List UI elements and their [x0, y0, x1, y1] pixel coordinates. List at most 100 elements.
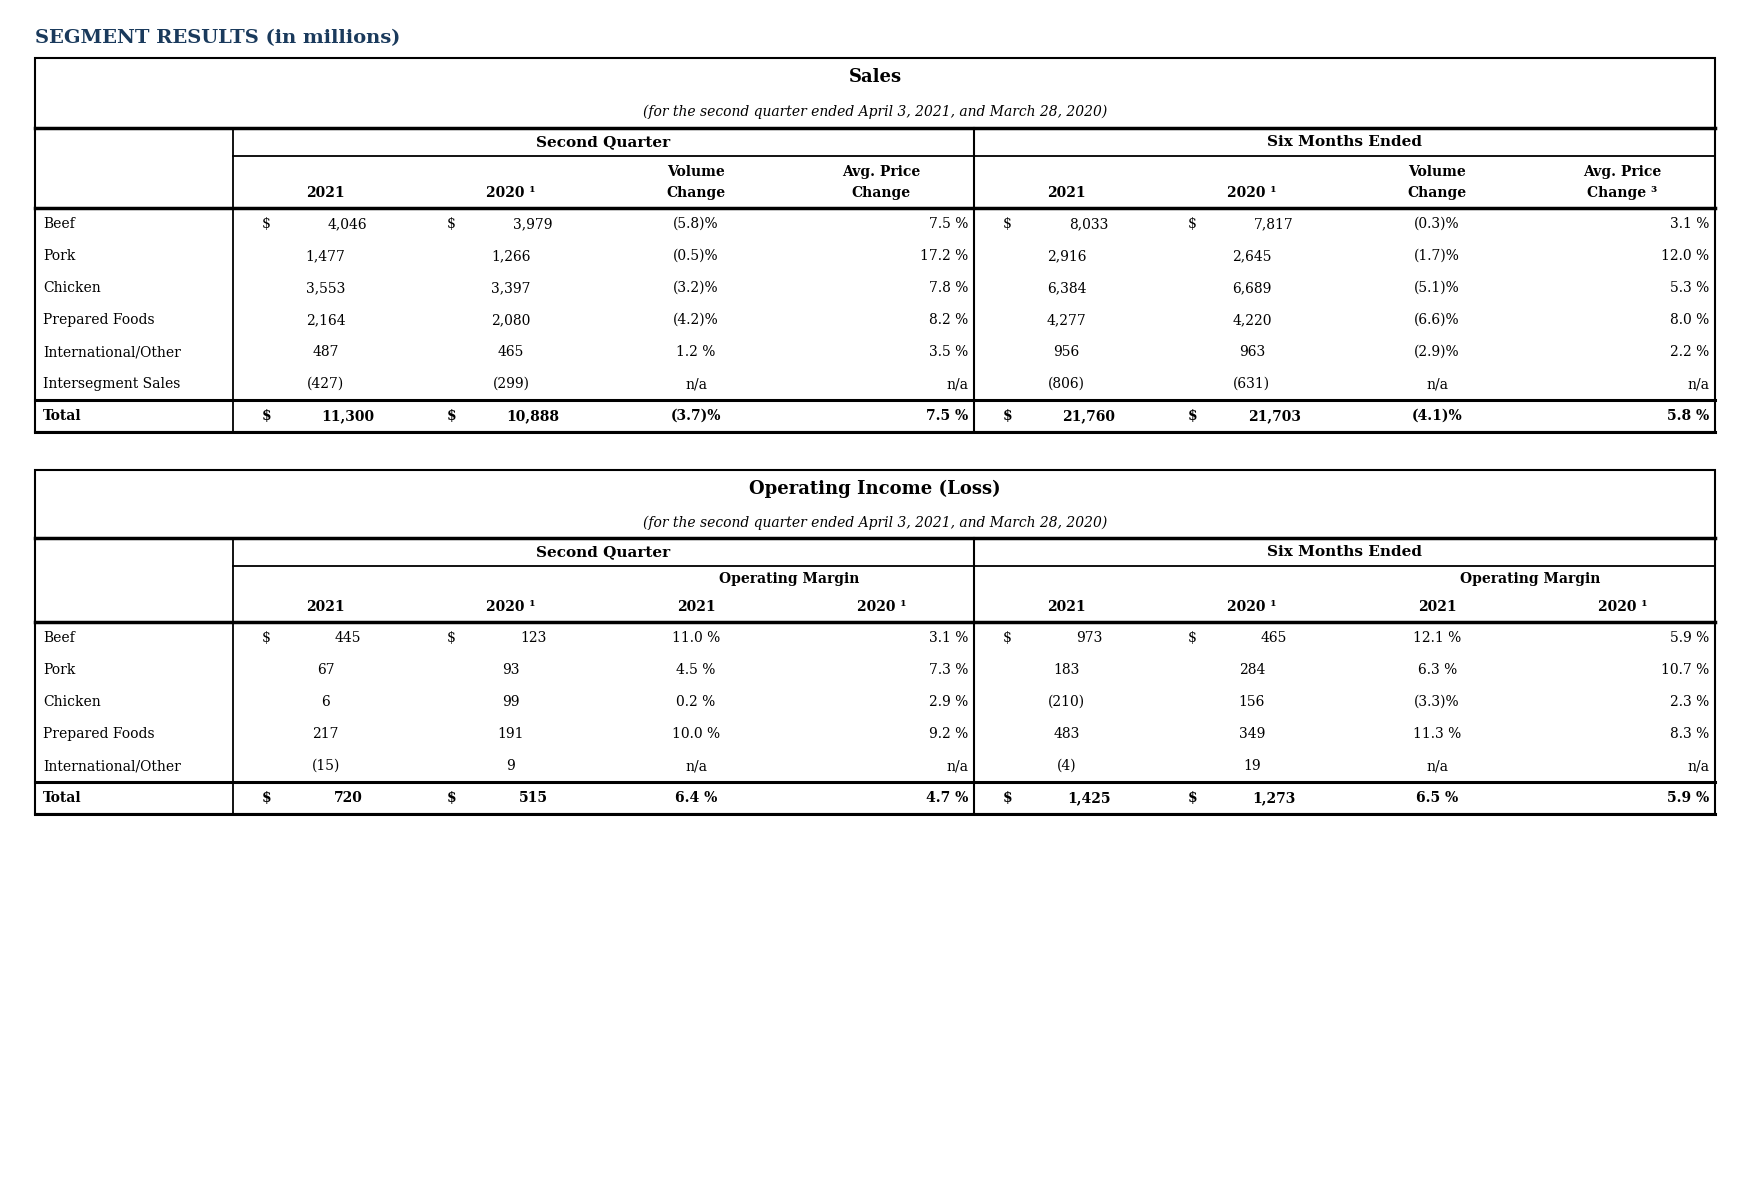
Text: 487: 487	[313, 345, 340, 359]
Text: 6.3 %: 6.3 %	[1418, 663, 1456, 677]
Text: n/a: n/a	[947, 377, 968, 391]
Text: n/a: n/a	[1687, 759, 1710, 773]
Text: $: $	[448, 217, 457, 230]
Text: International/Other: International/Other	[44, 759, 180, 773]
Text: Chicken: Chicken	[44, 281, 102, 296]
Text: $: $	[1188, 217, 1197, 230]
Text: 6,689: 6,689	[1232, 281, 1272, 296]
Text: n/a: n/a	[686, 759, 707, 773]
Text: Beef: Beef	[44, 217, 75, 230]
Text: 2020 ¹: 2020 ¹	[858, 600, 906, 613]
Text: 156: 156	[1239, 695, 1265, 709]
Text: (0.5)%: (0.5)%	[674, 249, 719, 264]
Text: n/a: n/a	[1687, 377, 1710, 391]
Text: 5.9 %: 5.9 %	[1666, 791, 1710, 805]
Text: 720: 720	[334, 791, 362, 805]
Text: 1,425: 1,425	[1068, 791, 1111, 805]
Text: 8.3 %: 8.3 %	[1670, 727, 1710, 741]
Text: $: $	[1003, 791, 1011, 805]
Text: (3.3)%: (3.3)%	[1414, 695, 1459, 709]
Text: Chicken: Chicken	[44, 695, 102, 709]
Text: 2020 ¹: 2020 ¹	[1598, 600, 1647, 613]
Text: 6.4 %: 6.4 %	[676, 791, 718, 805]
Bar	[35, 58, 1715, 431]
Text: Avg. Price: Avg. Price	[1584, 164, 1661, 178]
Text: (4.1)%: (4.1)%	[1412, 409, 1463, 423]
Text: (427): (427)	[306, 377, 345, 391]
Text: 17.2 %: 17.2 %	[920, 249, 968, 264]
Text: 973: 973	[1076, 631, 1102, 645]
Bar	[35, 400, 1715, 431]
Text: 2021: 2021	[1418, 600, 1456, 613]
Text: 465: 465	[1262, 631, 1288, 645]
Text: 2,164: 2,164	[306, 313, 345, 327]
Text: 2020 ¹: 2020 ¹	[1227, 187, 1278, 201]
Text: Operating Margin: Operating Margin	[719, 572, 859, 586]
Text: (6.6)%: (6.6)%	[1414, 313, 1459, 327]
Text: (0.3)%: (0.3)%	[1414, 217, 1459, 230]
Text: $: $	[448, 631, 457, 645]
Text: Change: Change	[667, 187, 726, 201]
Text: $: $	[262, 631, 271, 645]
Text: 191: 191	[497, 727, 525, 741]
Text: 3,553: 3,553	[306, 281, 345, 296]
Text: 1,477: 1,477	[306, 249, 345, 264]
Text: Volume: Volume	[667, 164, 724, 178]
Text: 183: 183	[1054, 663, 1080, 677]
Text: 2020 ¹: 2020 ¹	[487, 187, 536, 201]
Text: 7,817: 7,817	[1255, 217, 1293, 230]
Text: 5.9 %: 5.9 %	[1670, 631, 1710, 645]
Text: 483: 483	[1054, 727, 1080, 741]
Text: (for the second quarter ended April 3, 2021, and March 28, 2020): (for the second quarter ended April 3, 2…	[642, 515, 1108, 531]
Text: $: $	[262, 217, 271, 230]
Text: 2,645: 2,645	[1232, 249, 1272, 264]
Text: 3,979: 3,979	[513, 217, 553, 230]
Text: 21,760: 21,760	[1062, 409, 1115, 423]
Text: 7.5 %: 7.5 %	[926, 409, 968, 423]
Text: Second Quarter: Second Quarter	[537, 545, 670, 559]
Text: 2021: 2021	[306, 600, 345, 613]
Text: (299): (299)	[492, 377, 530, 391]
Text: Operating Margin: Operating Margin	[1460, 572, 1600, 586]
Text: (210): (210)	[1048, 695, 1085, 709]
Text: 2.3 %: 2.3 %	[1670, 695, 1710, 709]
Text: 7.8 %: 7.8 %	[929, 281, 968, 296]
Text: 4.7 %: 4.7 %	[926, 791, 968, 805]
Text: 5.3 %: 5.3 %	[1670, 281, 1710, 296]
Text: 2021: 2021	[1046, 600, 1087, 613]
Bar	[35, 272, 1715, 304]
Text: Pork: Pork	[44, 663, 75, 677]
Text: 10.0 %: 10.0 %	[672, 727, 721, 741]
Text: 11,300: 11,300	[322, 409, 374, 423]
Bar	[35, 782, 1715, 814]
Text: Change: Change	[1407, 187, 1466, 201]
Text: (5.8)%: (5.8)%	[674, 217, 719, 230]
Text: 1,273: 1,273	[1253, 791, 1295, 805]
Bar	[35, 470, 1715, 814]
Text: International/Other: International/Other	[44, 345, 180, 359]
Text: Avg. Price: Avg. Price	[842, 164, 921, 178]
Text: $: $	[1003, 631, 1011, 645]
Text: 9: 9	[506, 759, 514, 773]
Text: 93: 93	[502, 663, 520, 677]
Text: 12.0 %: 12.0 %	[1661, 249, 1710, 264]
Text: (806): (806)	[1048, 377, 1085, 391]
Text: 9.2 %: 9.2 %	[929, 727, 968, 741]
Text: 2020 ¹: 2020 ¹	[487, 600, 536, 613]
Text: n/a: n/a	[686, 377, 707, 391]
Text: $: $	[1003, 409, 1011, 423]
Text: 349: 349	[1239, 727, 1265, 741]
Text: 3.1 %: 3.1 %	[1670, 217, 1710, 230]
Text: 8.2 %: 8.2 %	[929, 313, 968, 327]
Text: Second Quarter: Second Quarter	[537, 135, 670, 149]
Text: 2.9 %: 2.9 %	[929, 695, 968, 709]
Text: (for the second quarter ended April 3, 2021, and March 28, 2020): (for the second quarter ended April 3, 2…	[642, 105, 1108, 119]
Text: Total: Total	[44, 791, 82, 805]
Text: 963: 963	[1239, 345, 1265, 359]
Text: 2021: 2021	[306, 187, 345, 201]
Text: 4.5 %: 4.5 %	[677, 663, 716, 677]
Text: 217: 217	[313, 727, 340, 741]
Text: 2021: 2021	[1046, 187, 1087, 201]
Text: 3.1 %: 3.1 %	[929, 631, 968, 645]
Text: $: $	[261, 791, 271, 805]
